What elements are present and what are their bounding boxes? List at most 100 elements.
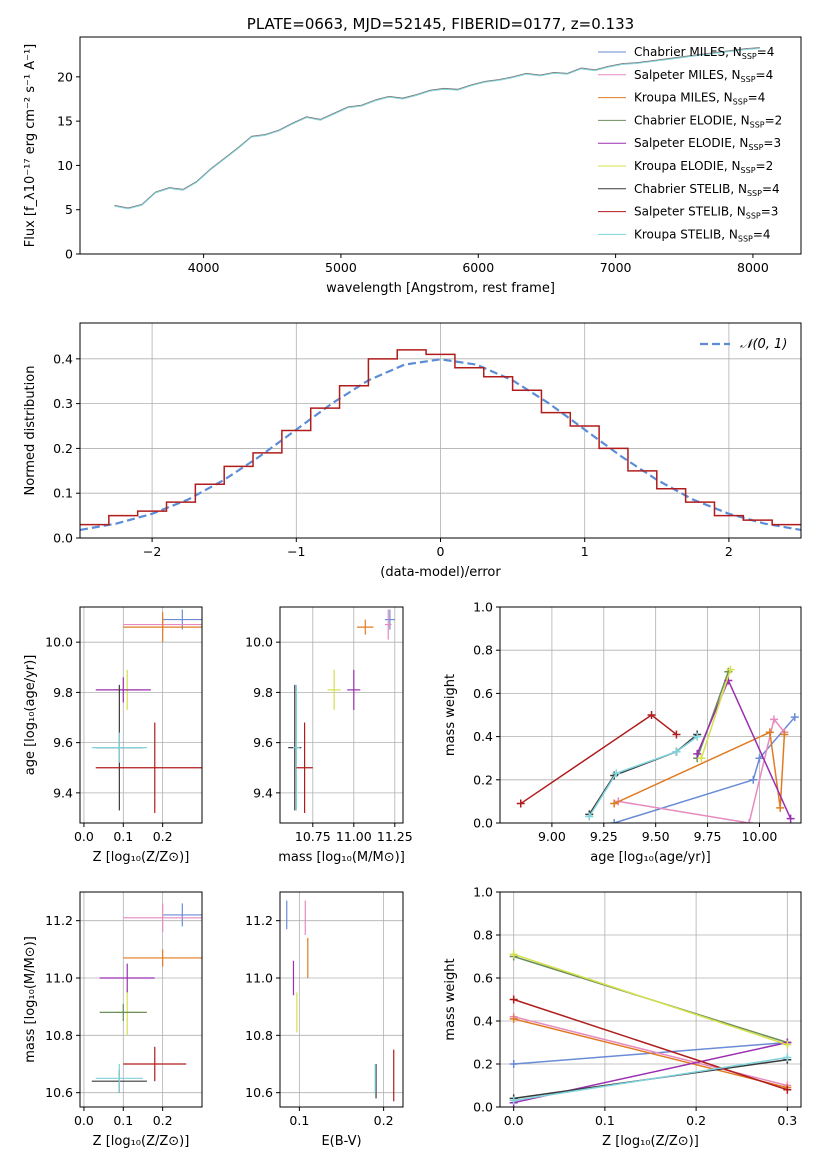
x-tick-label: 9.25: [590, 829, 618, 844]
axes-frame: [499, 606, 802, 824]
x-tick-label: 0.0: [74, 1113, 94, 1128]
data-point: [749, 775, 758, 784]
plot-area: [114, 47, 760, 210]
x-tick-label: 10.00: [742, 829, 778, 844]
x-tick-label: 11.00: [336, 829, 372, 844]
y-tick-label: 10.6: [245, 1085, 273, 1100]
x-tick-label: 10.75: [295, 829, 331, 844]
x-axis-label: Z [log₁₀(Z/Z⊙)]: [93, 1134, 190, 1149]
y-tick-label: 0.1: [53, 486, 73, 501]
chart-panel-3: 0.0 0.1 0.2 9.4 9.6 9.8 10.0 Z [log₁₀(Z/Z⊙)] age…: [23, 606, 203, 865]
x-tick-label: 0.1: [113, 829, 133, 844]
data-point: [697, 754, 706, 763]
x-tick-label: 9.00: [538, 829, 566, 844]
x-axis-label: mass [log₁₀(M/M⊙)]: [278, 850, 405, 865]
x-tick-label: 4000: [188, 260, 220, 275]
x-axis-label: Z [log₁₀(Z/Z⊙)]: [602, 1134, 699, 1149]
x-tick-label: 0.0: [74, 829, 94, 844]
axes-frame: [279, 606, 404, 824]
chart-panel-5: 9.00 9.25 9.50 9.75 10.00 0.0 0.2 0.4 0.6 0.8 1.0 a…: [443, 600, 802, 865]
y-tick-label: 10.0: [45, 635, 73, 650]
x-tick-label: 0.1: [595, 1113, 615, 1128]
y-tick-label: 10.6: [45, 1085, 73, 1100]
data-point: [516, 799, 525, 808]
legend-entry: Kroupa STELIB, NSSP=4: [634, 227, 771, 243]
y-axis-label: Normed distribution: [23, 366, 38, 496]
y-tick-label: 10.0: [245, 635, 273, 650]
chart-panel-8: 0.0 0.1 0.2 0.3 0.0 0.2 0.4 0.6 0.8 1.0 Z [log₁₀(Z…: [443, 885, 802, 1149]
series-line: [520, 714, 677, 805]
y-tick-label: 0.6: [473, 686, 493, 701]
data-point: [509, 995, 518, 1004]
y-tick-label: 0.4: [473, 1014, 493, 1029]
axes-frame: [499, 891, 802, 1108]
series-line: [696, 671, 730, 759]
data-point: [755, 754, 764, 763]
y-tick-label: 11.0: [45, 971, 73, 986]
y-tick-label: 0.0: [473, 816, 493, 831]
y-tick-label: 0.8: [473, 643, 493, 658]
x-tick-label: 0.2: [153, 829, 173, 844]
y-tick-label: 0.2: [473, 772, 493, 787]
y-tick-label: 20: [57, 69, 73, 84]
series-line: [513, 1056, 788, 1102]
chart-title: PLATE=0663, MJD=52145, FIBERID=0177, z=0…: [247, 15, 634, 33]
x-tick-label: 0.1: [289, 1113, 309, 1128]
y-tick-label: 0.8: [473, 928, 493, 943]
x-axis-label: Z [log₁₀(Z/Z⊙)]: [93, 850, 190, 865]
x-tick-label: −1: [287, 544, 305, 559]
legend-entry: Kroupa MILES, NSSP=4: [634, 91, 765, 107]
x-axis-label: E(B-V): [321, 1134, 361, 1149]
y-tick-label: 0.2: [53, 441, 73, 456]
x-tick-label: 0.2: [153, 1113, 173, 1128]
data-point: [765, 728, 774, 737]
legend-entry: Chabrier ELODIE, NSSP=2: [634, 113, 782, 129]
data-point: [647, 711, 656, 719]
y-tick-label: 0: [65, 247, 73, 262]
x-tick-label: 0.2: [686, 1113, 706, 1128]
x-tick-label: 0.2: [374, 1113, 394, 1128]
plot-area: [80, 349, 801, 532]
x-tick-label: 0.1: [113, 1113, 133, 1128]
data-point: [783, 1040, 792, 1049]
y-tick-label: 0.3: [53, 396, 73, 411]
y-tick-label: 11.2: [245, 913, 273, 928]
plot-area: [91, 903, 202, 1093]
y-axis-label: mass weight: [443, 674, 458, 756]
data-point: [509, 950, 518, 959]
y-axis-label: Flux [f_λ10⁻¹⁷ erg cm⁻² s⁻¹ A⁻¹]: [23, 44, 38, 248]
legend-entry: Salpeter STELIB, NSSP=3: [634, 205, 778, 221]
chart-panel-6: 0.0 0.1 0.2 10.6 10.8 11.0 11.2 Z [log₁₀(Z/Z⊙)]…: [23, 891, 203, 1149]
y-axis-label: mass weight: [443, 958, 458, 1040]
series-line: [513, 953, 788, 1046]
legend-entry: Salpeter MILES, NSSP=4: [634, 68, 773, 84]
data-point: [770, 715, 779, 724]
plot-area: [516, 665, 799, 823]
y-tick-label: 9.8: [253, 685, 273, 700]
series-line: [696, 678, 792, 819]
y-tick-label: 0.4: [473, 729, 493, 744]
x-tick-label: 1: [581, 544, 589, 559]
x-tick-label: 0: [437, 544, 445, 559]
series-line: [618, 717, 785, 823]
data-point: [726, 665, 735, 674]
data-point: [783, 1053, 792, 1062]
y-tick-label: 9.4: [53, 785, 73, 800]
y-axis-label: mass [log₁₀(M/M⊙)]: [23, 936, 38, 1063]
data-point: [786, 814, 795, 823]
series-line: [588, 735, 698, 817]
series-line: [80, 358, 801, 532]
y-tick-label: 1.0: [473, 600, 493, 615]
data-point: [509, 1060, 518, 1068]
y-tick-label: 5: [65, 202, 73, 217]
y-tick-label: 0.0: [473, 1100, 493, 1115]
y-tick-label: 1.0: [473, 885, 493, 900]
data-point: [610, 819, 619, 823]
y-tick-label: 0.2: [473, 1057, 493, 1072]
data-point: [783, 1085, 792, 1094]
x-tick-label: 9.75: [694, 829, 722, 844]
x-tick-label: −2: [143, 544, 161, 559]
x-axis-label: age [log₁₀(age/yr)]: [590, 850, 711, 865]
x-tick-label: 8000: [737, 260, 769, 275]
y-tick-label: 0.6: [473, 971, 493, 986]
